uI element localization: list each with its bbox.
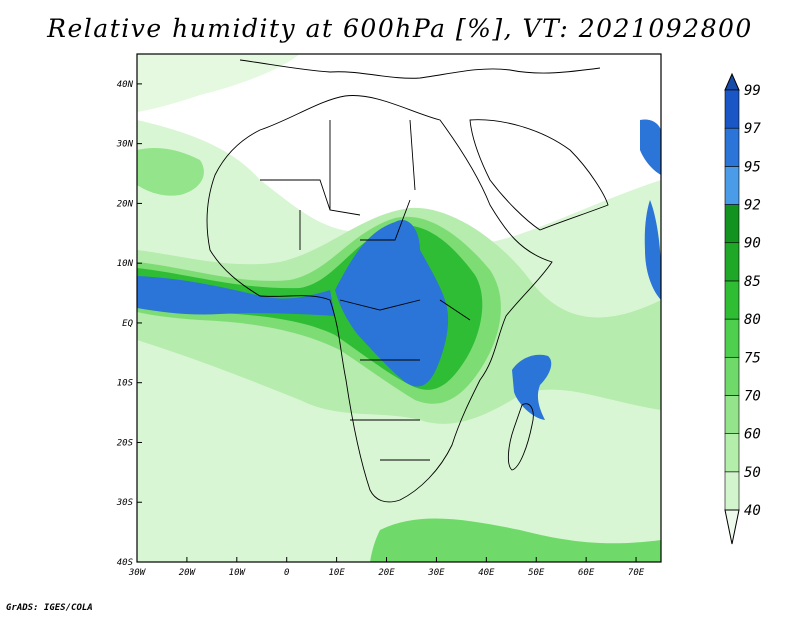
y-tick-label: 20N [117,199,134,209]
y-tick-label: 10S [117,379,134,389]
x-tick-label: 30E [427,568,445,578]
x-tick-label: 30W [128,568,147,578]
colorbar-label: 95 [744,159,761,175]
y-tick-label: 30S [116,498,134,508]
rh-region-light-north [137,54,300,112]
colorbar-segment [724,471,740,511]
colorbar-segment [724,318,740,358]
x-tick-label: 50E [528,568,545,578]
x-tick-label: 60E [578,568,595,578]
y-tick-label: EQ [122,319,133,329]
colorbar: 40 50 60 70 75 80 85 90 92 95 97 99 [724,72,761,545]
arabia-outline [469,119,609,231]
x-axis: 30W 20W 10W 0 10E 20E 30E 40E 50E 60E 70E [128,557,645,578]
colorbar-segment [724,204,740,244]
colorbar-label: 90 [744,236,761,252]
colorbar-extend-top [724,72,740,91]
colorbar-label: 80 [744,312,761,328]
colorbar-segment [724,166,740,205]
colorbar-segment [724,242,740,282]
colorbar-segment [724,395,740,434]
colorbar-label: 75 [744,350,761,366]
x-tick-label: 10E [328,568,345,578]
colorbar-segment [724,433,740,473]
colorbar-segment [724,280,740,320]
credit-text: GrADS: IGES/COLA [6,603,93,613]
colorbar-label: 40 [744,503,761,519]
colorbar-label: 85 [744,274,761,290]
x-tick-label: 40E [478,568,495,578]
x-tick-label: 20E [378,568,395,578]
colorbar-segment [724,356,740,396]
colorbar-segment [724,127,740,167]
colorbar-label: 60 [744,427,761,443]
colorbar-extend-bottom [724,509,740,545]
chart-title: Relative humidity at 600hPa [%], VT: 202… [47,14,753,43]
y-tick-label: 30N [116,140,134,150]
plot-frame [136,53,662,563]
rh-region-blue-indian [644,200,661,300]
colorbar-segment [724,89,740,129]
x-tick-label: 70E [628,568,645,578]
y-tick-label: 20S [117,438,134,448]
y-axis: 40N 30N 20N 10N EQ 10S 20S 30S 40S [116,80,142,568]
rh-patch-southern-ocean [370,518,661,562]
rh-region-blue-congo [335,220,449,387]
humidity-field [137,54,661,562]
madagascar-outline [507,403,534,471]
colorbar-label: 92 [744,198,761,214]
europe-outline [239,59,601,79]
y-tick-label: 40N [117,80,134,90]
colorbar-label: 50 [744,465,761,481]
y-tick-label: 40S [117,558,134,568]
x-tick-label: 10W [229,568,247,578]
x-tick-label: 20W [179,568,197,578]
rh-patch-west-atlantic [137,148,204,196]
africa-outline [206,95,553,503]
coastlines [206,59,609,503]
colorbar-label: 99 [744,83,761,99]
colorbar-label: 97 [744,121,761,137]
x-tick-label: 0 [284,568,289,578]
y-tick-label: 10N [117,259,134,269]
rh-region-blue-atlantic [137,276,335,316]
rh-region-blue-ne [640,119,661,175]
rh-region-blue-mozambique [512,354,552,420]
colorbar-label: 70 [744,388,761,404]
country-borders [260,119,471,461]
